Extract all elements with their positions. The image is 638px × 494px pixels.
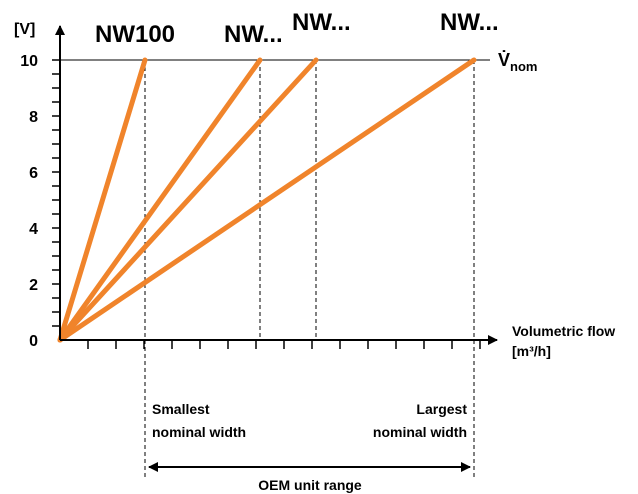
smallest-width-line1: Smallest bbox=[152, 401, 210, 417]
x-axis-label-line1: Volumetric flow bbox=[512, 323, 615, 339]
y-unit-label: [V] bbox=[14, 21, 35, 38]
curve-nw-2 bbox=[57, 57, 263, 343]
y-axis-ticks bbox=[52, 59, 60, 327]
y-tick-label-6: 6 bbox=[29, 165, 38, 182]
curve-nw100 bbox=[57, 57, 148, 343]
y-tick-label-8: 8 bbox=[29, 109, 38, 126]
y-tick-label-0: 0 bbox=[29, 333, 38, 350]
x-axis-ticks bbox=[87, 340, 481, 349]
smallest-width-line2: nominal width bbox=[152, 424, 246, 440]
characteristic-curves bbox=[57, 57, 477, 343]
curve-label-nw-largest: NW... bbox=[440, 9, 499, 36]
y-tick-label-2: 2 bbox=[29, 277, 38, 294]
nominal-flow-symbol: V̇ bbox=[498, 49, 510, 70]
y-tick-label-10: 10 bbox=[20, 53, 38, 70]
largest-width-line1: Largest bbox=[416, 401, 467, 417]
y-tick-label-4: 4 bbox=[29, 221, 38, 238]
curve-nw-largest bbox=[57, 57, 477, 343]
oem-range-label: OEM unit range bbox=[258, 477, 362, 493]
largest-width-line2: nominal width bbox=[373, 424, 467, 440]
curve-label-nw-2: NW... bbox=[224, 21, 283, 48]
curve-label-nw-3: NW... bbox=[292, 9, 351, 36]
curve-nw-3 bbox=[57, 57, 319, 343]
nominal-flow-subscript: nom bbox=[510, 59, 537, 74]
curve-label-nw100: NW100 bbox=[95, 21, 175, 48]
nominal-flow-label: V̇nom bbox=[498, 49, 537, 74]
x-axis-label-line2: [m³/h] bbox=[512, 343, 551, 359]
